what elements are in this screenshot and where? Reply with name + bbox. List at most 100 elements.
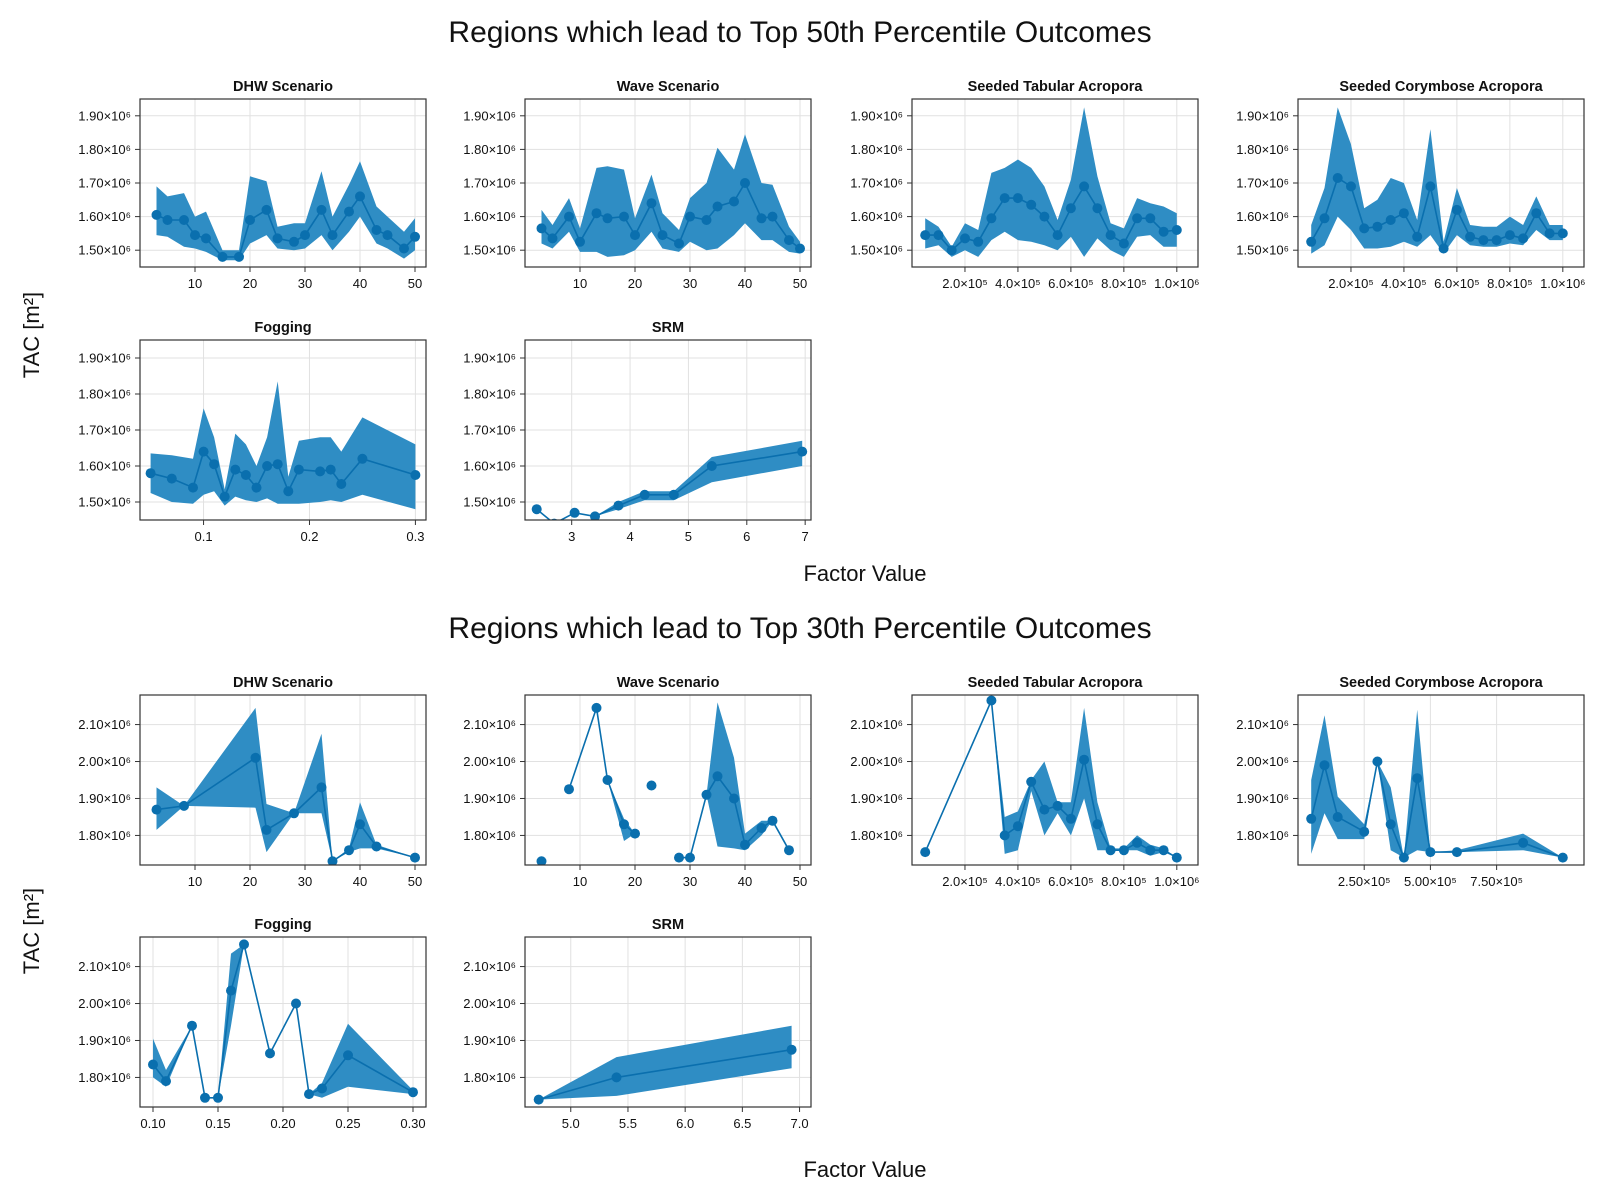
data-point [1398,852,1409,863]
data-point [933,230,944,241]
x-tick-label: 5.5 [619,1116,637,1131]
y-tick-label: 1.90×10⁶ [463,351,516,366]
x-tick-label: 10 [188,874,202,889]
panel-top50-fogging: 1.50×10⁶ 1.60×10⁶ 1.70×10⁶ 1.80×10⁶ 1.90×10⁶… [78,320,427,544]
data-point [1039,804,1050,815]
confidence-band [541,134,800,257]
series-line [568,707,636,835]
y-tick-label: 1.90×10⁶ [463,1033,516,1048]
plot-frame [1297,694,1585,866]
panel-top30-dhw-scenario: 1.80×10⁶ 1.90×10⁶ 2.00×10⁶ 2.10×10⁶ 10 20 30 40… [78,675,427,889]
y-tick-label: 1.70×10⁶ [850,176,903,191]
data-point [245,215,255,225]
x-tick-label: 0.15 [205,1116,230,1131]
data-point [1052,230,1063,241]
data-point [569,507,580,518]
data-point [190,230,200,241]
panel-title: DHW Scenario [233,675,333,691]
data-point [291,998,301,1009]
x-tick-label: 1.0×10⁶ [1154,276,1199,291]
data-point [382,230,393,241]
data-point [151,804,162,815]
data-point [1171,852,1182,863]
y-tick-label: 1.80×10⁶ [463,142,516,157]
x-tick-label: 2.50×10⁵ [1338,874,1391,889]
data-point [602,775,613,785]
y-tick-label: 1.60×10⁶ [1236,209,1289,224]
y-tick-label: 1.80×10⁶ [463,828,516,843]
data-point [1171,225,1182,235]
confidence-band [1311,709,1563,858]
x-tick-label: 50 [793,874,807,889]
x-tick-label: 20 [243,874,257,889]
data-point [639,489,650,500]
data-point [1425,181,1436,192]
data-point [1012,821,1023,832]
data-point [1478,235,1489,246]
data-point [1438,243,1449,254]
data-point [213,1092,223,1103]
data-point [712,771,723,782]
data-point [1118,238,1129,249]
data-point [531,504,542,515]
data-point [1465,231,1476,242]
x-tick-label: 30 [298,276,312,291]
y-tick-label: 1.60×10⁶ [78,459,131,474]
data-point [1451,847,1462,858]
plot-frame [911,694,1199,866]
panel-top30-wave-scenario: 1.80×10⁶ 1.90×10⁶ 2.00×10⁶ 2.10×10⁶ 10 20 30 40… [463,675,812,889]
data-point [357,453,368,464]
plot-area [920,107,1182,257]
y-tick-label: 1.60×10⁶ [78,209,131,224]
x-axis-label-top50: Factor Value [803,561,927,586]
data-point [1359,223,1370,234]
x-tick-label: 1.0×10⁶ [1154,874,1199,889]
plot-area [531,440,808,520]
confidence-band [925,700,1177,858]
data-point [973,236,984,247]
data-point [250,752,261,763]
data-point [1026,776,1037,787]
data-point [251,482,262,493]
x-tick-label: 6.0 [676,1116,694,1131]
y-tick-label: 2.10×10⁶ [463,959,516,974]
panel-title: SRM [652,917,684,933]
confidence-band [679,702,789,858]
data-point [283,486,294,497]
data-point [1557,228,1568,239]
plot-frame [524,936,812,1108]
x-tick-label: 50 [793,276,807,291]
x-tick-label: 1.0×10⁶ [1540,276,1585,291]
y-tick-label: 1.90×10⁶ [1236,108,1289,123]
data-point [685,852,695,863]
y-tick-label: 1.80×10⁶ [78,142,131,157]
data-point [355,191,365,202]
x-tick-label: 7.0 [791,1116,809,1131]
panel-title: SRM [652,320,684,336]
plot-area [536,702,794,865]
data-point [999,193,1010,204]
panel-title: Seeded Corymbose Acropora [1339,675,1543,691]
x-tick-label: 0.10 [140,1116,165,1131]
panel-title: Seeded Tabular Acropora [968,675,1144,691]
x-tick-label: 4.0×10⁵ [1381,276,1427,291]
data-point [272,233,283,244]
data-point [946,245,957,256]
plot-area [536,134,805,257]
data-point [1092,203,1103,214]
y-tick-label: 1.90×10⁶ [850,108,903,123]
data-point [784,235,794,246]
y-tick-label: 1.80×10⁶ [850,142,903,157]
data-point [536,223,547,234]
data-point [1385,819,1396,830]
data-point [1105,845,1116,856]
data-point [1412,231,1423,242]
data-point [1132,837,1143,848]
data-point [1039,211,1050,222]
data-point [399,243,409,254]
data-point [1012,193,1023,204]
data-point [300,230,310,241]
y-tick-label: 1.80×10⁶ [463,1070,516,1085]
data-point [315,466,326,477]
